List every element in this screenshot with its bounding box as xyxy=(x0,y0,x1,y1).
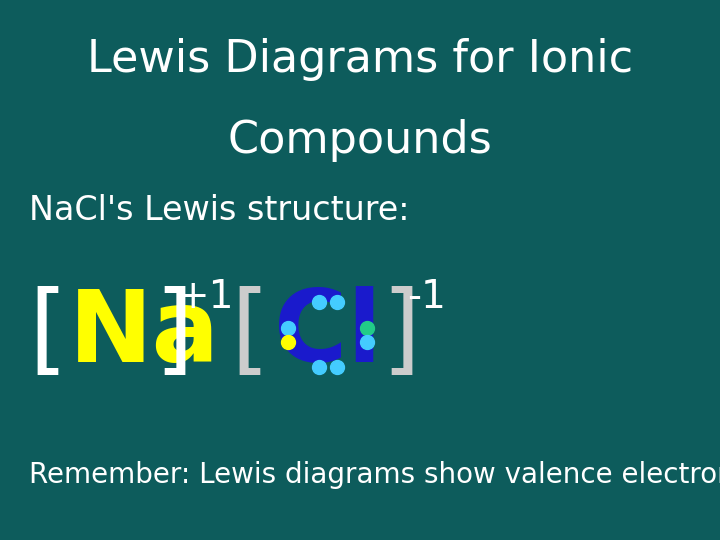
Point xyxy=(361,323,373,332)
Text: ]: ] xyxy=(155,286,194,383)
Text: -1: -1 xyxy=(407,278,446,316)
Text: [: [ xyxy=(29,286,68,383)
Point xyxy=(313,298,325,307)
Text: +1: +1 xyxy=(176,278,234,316)
Point xyxy=(282,337,294,346)
Point xyxy=(282,323,294,332)
Text: NaCl's Lewis structure:: NaCl's Lewis structure: xyxy=(29,194,409,227)
Text: Cl: Cl xyxy=(274,286,382,383)
Text: Na: Na xyxy=(68,286,220,383)
Point xyxy=(361,337,373,346)
Point xyxy=(313,363,325,372)
Text: Lewis Diagrams for Ionic: Lewis Diagrams for Ionic xyxy=(87,38,633,81)
Text: Compounds: Compounds xyxy=(228,119,492,162)
Point xyxy=(331,298,343,307)
Text: ]: ] xyxy=(382,286,420,383)
Text: Remember: Lewis diagrams show valence electrons!: Remember: Lewis diagrams show valence el… xyxy=(29,461,720,489)
Text: [: [ xyxy=(230,286,269,383)
Point xyxy=(331,363,343,372)
